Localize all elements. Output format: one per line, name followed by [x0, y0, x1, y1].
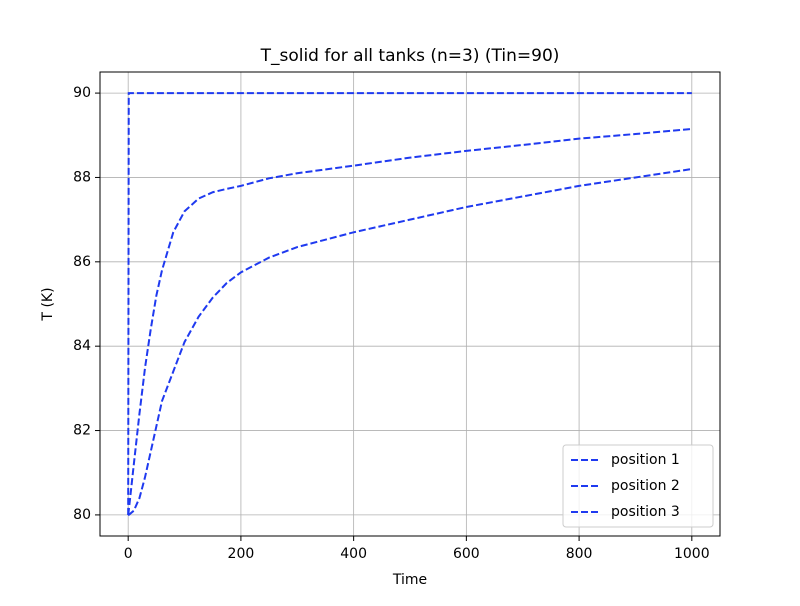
- y-tick-label: 80: [73, 507, 91, 523]
- x-tick-label: 800: [566, 546, 593, 562]
- x-tick-label: 200: [228, 546, 255, 562]
- legend-label: position 1: [611, 452, 680, 468]
- y-axis-label: T (K): [40, 287, 56, 321]
- x-tick-label: 0: [124, 546, 133, 562]
- y-tick-label: 86: [73, 254, 91, 270]
- data-line: [127, 127, 692, 516]
- y-tick-label: 88: [73, 169, 91, 185]
- y-tick-label: 82: [73, 423, 91, 439]
- chart-title: T_solid for all tanks (n=3) (Tin=90): [260, 46, 560, 66]
- legend-label: position 2: [611, 478, 680, 494]
- plot-frame: [99, 71, 721, 537]
- x-tick-label: 400: [340, 546, 367, 562]
- y-tick-label: 90: [73, 85, 91, 101]
- legend: position 1 position 2 position 3: [562, 444, 714, 528]
- x-tick-label: 1000: [674, 546, 710, 562]
- legend-box: [562, 444, 714, 528]
- legend-label: position 3: [611, 504, 680, 520]
- data-line: [127, 92, 692, 515]
- y-tick-label: 84: [73, 338, 91, 354]
- x-axis-label: Time: [392, 572, 427, 588]
- x-tick-label: 600: [453, 546, 480, 562]
- data-line: [128, 168, 692, 516]
